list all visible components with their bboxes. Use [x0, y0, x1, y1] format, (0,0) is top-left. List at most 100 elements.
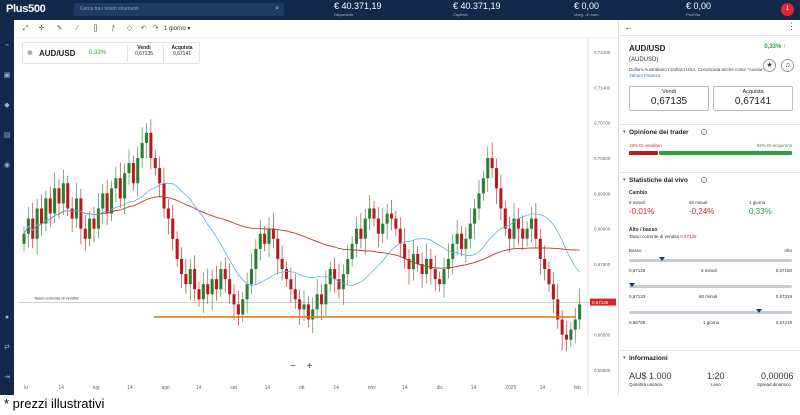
undo-icon[interactable]: ↶ [140, 25, 147, 32]
candle-body [96, 208, 100, 229]
price-chart[interactable]: 0,72100 0,71400 0,70700 0,70000 0,69300 0,686… [14, 20, 618, 395]
infobox-buy[interactable]: Acquista 0,67141 [171, 45, 193, 57]
candle-body [324, 284, 328, 305]
candle-body [184, 274, 188, 285]
current-price-tag-text: 0,67135 [592, 300, 609, 305]
shapes-icon[interactable]: ◇ [126, 25, 133, 32]
candle-body [446, 258, 450, 270]
candle-body [564, 334, 569, 340]
theme-icon[interactable]: ● [4, 314, 10, 321]
panel-change: 0,33% ↑ [764, 44, 786, 50]
panel-header: ← ⋮ [619, 20, 800, 36]
buyers-bar [659, 151, 792, 155]
add-icon[interactable]: ⊕ [27, 50, 33, 57]
x-tick-label: 14 [58, 385, 64, 391]
sellers-bar [629, 151, 659, 155]
candle-body [144, 132, 149, 143]
candle-body [197, 289, 201, 300]
y-tick-label: 0,67900 [594, 262, 611, 267]
candle-body [193, 269, 197, 290]
sell-button[interactable]: Vendi 0,67135 [629, 86, 709, 111]
yahoo-finance-link[interactable]: Yahoo! Finanza [629, 72, 661, 78]
candle-body [547, 269, 551, 285]
candle-body [538, 238, 542, 259]
candle-body [162, 183, 166, 209]
range-5min [629, 259, 792, 262]
x-tick-label: set [230, 385, 237, 391]
x-tick-label: 14 [402, 385, 408, 391]
candle-body [551, 284, 555, 300]
alerts-icon[interactable]: ◉ [3, 162, 11, 169]
buy-button[interactable]: Acquista 0,67141 [713, 86, 793, 111]
infobox-change: 0,33% [89, 50, 107, 56]
candle-body [499, 188, 503, 209]
search-icon[interactable]: ⌕ [275, 5, 279, 12]
x-tick-label: ago [162, 385, 171, 391]
candle-body [74, 198, 79, 219]
candle-body [477, 193, 481, 209]
close-icon[interactable]: ← [624, 22, 633, 32]
candle-body [153, 158, 157, 169]
candle-body [263, 233, 267, 244]
range-60min [629, 285, 792, 288]
redo-icon[interactable]: ↷ [152, 25, 159, 32]
star-icon[interactable]: ★ [763, 59, 776, 72]
infobox-symbol: AUD/USD [39, 49, 76, 58]
candle-body [363, 218, 367, 239]
candle-body [114, 178, 118, 189]
info-icon[interactable]: i [701, 177, 707, 183]
candle-body [311, 309, 315, 320]
bracket-icon[interactable]: [] [93, 25, 98, 32]
logout-icon[interactable]: ⇥ [4, 374, 10, 381]
candle-body [61, 183, 65, 204]
top-bar: Plus500 Cerca tra i nostri strumenti ⌕ €… [0, 0, 800, 20]
info-section: ▾ Informazioni AU$ 1.000 Quantità unitar… [619, 350, 800, 395]
collapse-icon[interactable]: ▾ [623, 177, 626, 183]
infobox-sell[interactable]: Vendi 0,67135 [134, 45, 154, 57]
chart-area[interactable]: 0,72100 0,71400 0,70700 0,70000 0,69300 0,686… [14, 20, 618, 395]
timeframe-select[interactable]: 1 giorno ▾ [164, 26, 191, 32]
x-tick-label: 14 [540, 385, 546, 391]
chart-toolbar: ⤢ ✛ ✎ ⁄ [] ƒ ◇ ↶ ↷ 1 giorno ▾ [14, 20, 618, 38]
candle-body [219, 269, 223, 290]
candle-body [79, 198, 83, 229]
zoom-out-button[interactable]: − [290, 361, 296, 372]
candle-body [473, 208, 477, 224]
panel-subtitle: (AUDUSD) [629, 57, 659, 63]
candle-body [573, 319, 577, 330]
candle-body [508, 228, 512, 239]
info-icon[interactable]: i [701, 129, 707, 135]
line-icon[interactable]: ⁄ [76, 25, 79, 32]
live-stats-section: ▾ Statistiche dal vivo i Cambio 5 minuti… [619, 172, 800, 362]
candle-body [123, 173, 127, 199]
zoom-in-button[interactable]: + [306, 361, 313, 372]
notifications-badge[interactable]: 1 [781, 3, 794, 16]
range-60min-marker [629, 283, 636, 287]
candle-body [350, 243, 354, 259]
candle-body [416, 253, 420, 264]
candle-body [376, 218, 380, 234]
candle-body [127, 163, 131, 174]
search-input[interactable]: Cerca tra i nostri strumenti ⌕ [74, 3, 284, 16]
crosshair-icon[interactable]: ✛ [38, 25, 45, 32]
orders-icon[interactable]: ◆ [4, 102, 10, 109]
candle-body [228, 279, 232, 295]
candle-body [368, 208, 372, 219]
collapse-icon[interactable]: ▾ [623, 129, 626, 135]
bell-icon[interactable]: ♫ [781, 59, 794, 72]
fx-icon[interactable]: ƒ [111, 25, 116, 32]
chart-icon[interactable]: ⌁ [4, 42, 10, 49]
history-icon[interactable]: ▤ [3, 132, 11, 139]
candle-body [512, 218, 516, 239]
switch-icon[interactable]: ⇄ [4, 344, 10, 351]
expand-icon[interactable]: ⤢ [22, 25, 29, 32]
fast-moving-average [23, 182, 580, 286]
candle-body [92, 218, 96, 229]
positions-icon[interactable]: ▣ [3, 72, 11, 79]
more-icon[interactable]: ⋮ [787, 21, 796, 31]
candle-body [503, 208, 507, 229]
candle-body [280, 258, 284, 270]
pencil-icon[interactable]: ✎ [56, 25, 63, 32]
collapse-icon[interactable]: ▾ [623, 355, 626, 361]
y-tick-label: 0,72100 [594, 50, 611, 55]
